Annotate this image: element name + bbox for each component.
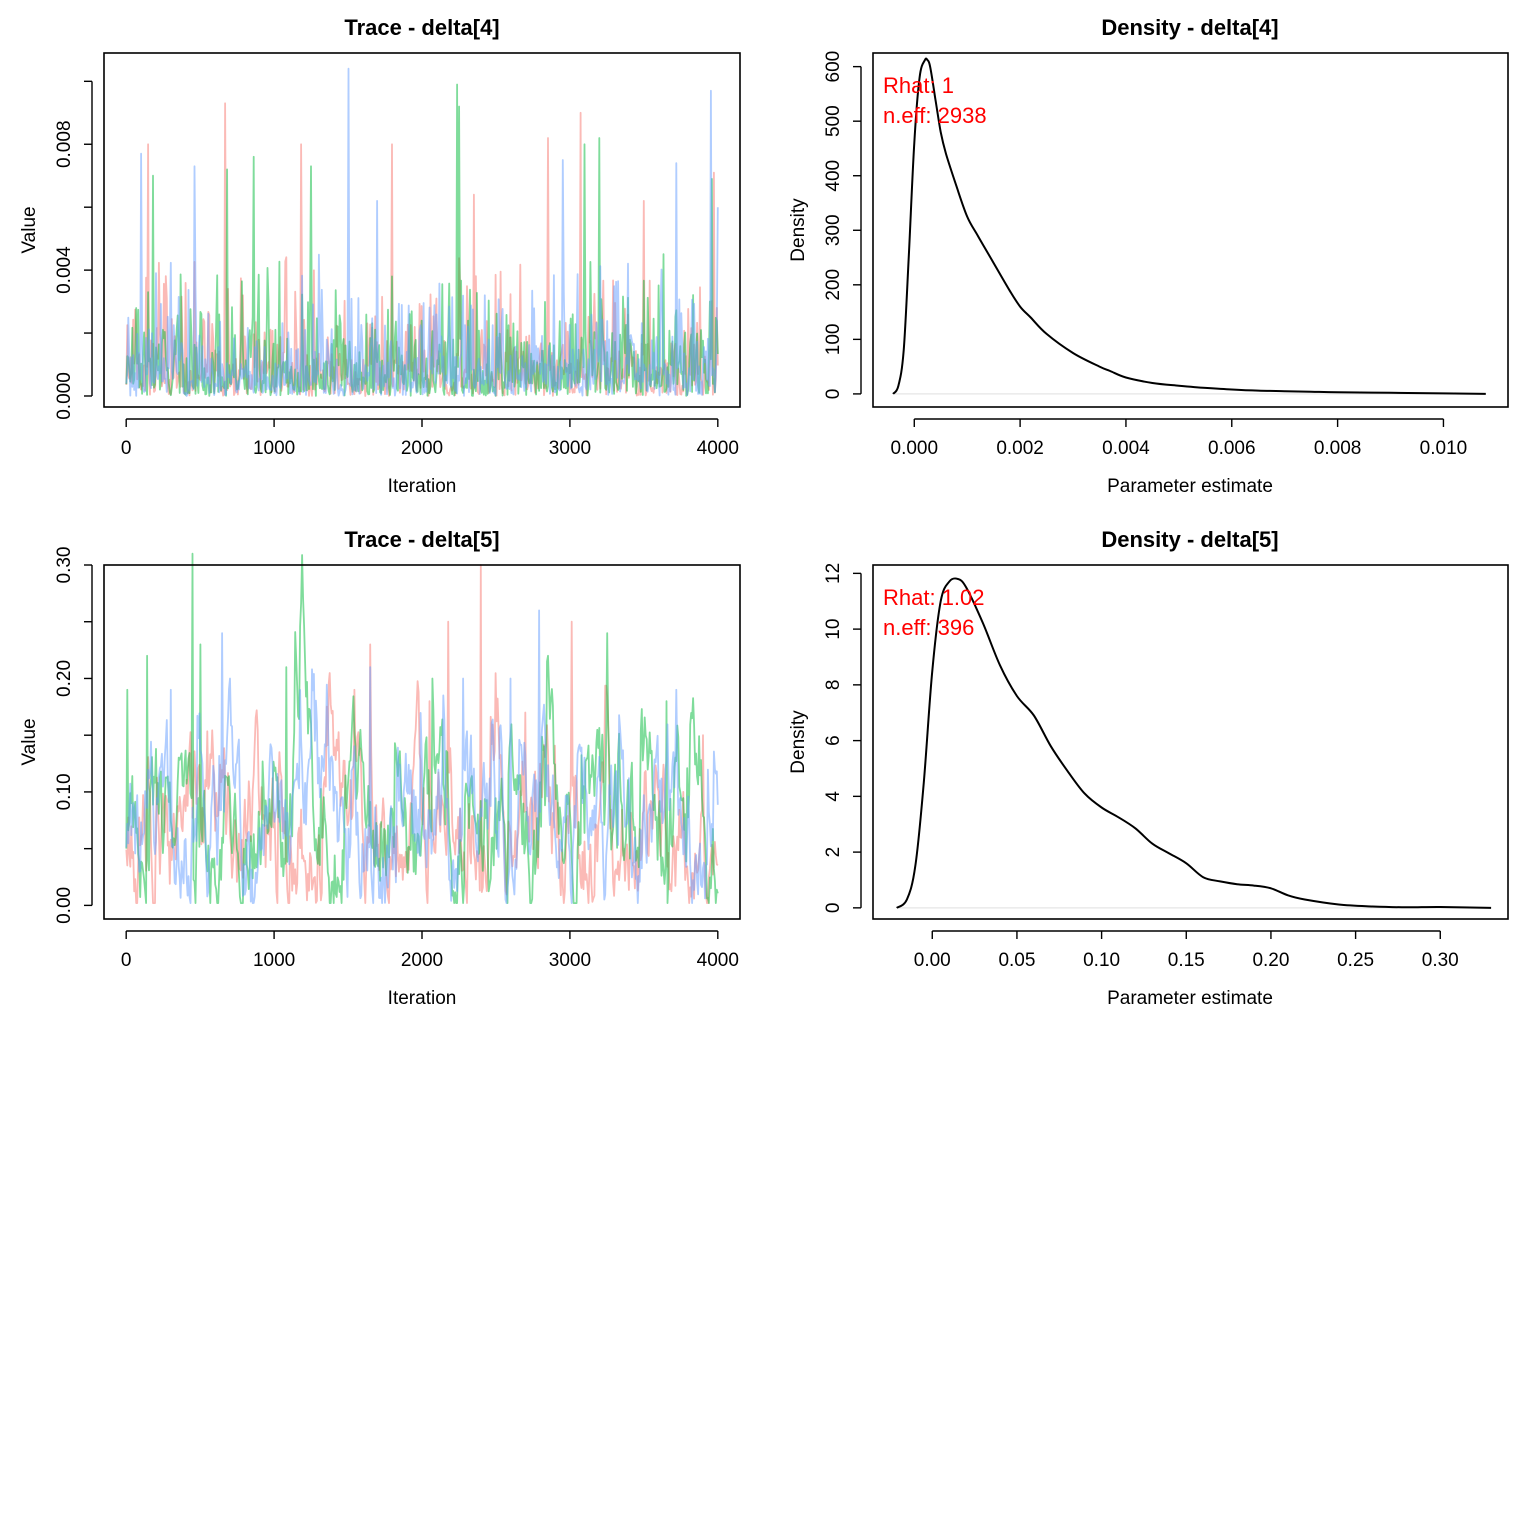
plot-frame [103, 52, 741, 408]
y-tick-label: 12 [823, 563, 844, 584]
x-tick-label: 0.25 [1337, 950, 1374, 971]
y-tick-label: 0.000 [54, 372, 75, 420]
x-tick-label: 0.05 [998, 950, 1035, 971]
plot-frame [872, 564, 1509, 920]
chart-title: Trace - delta[4] [344, 15, 499, 40]
y-tick-label: 0.20 [54, 660, 75, 697]
y-tick-label: 600 [823, 51, 844, 83]
trace-delta5-panel: Trace - delta[5] Iteration Value 0 1000 20… [19, 527, 741, 1009]
y-tick-label: 0.00 [54, 887, 75, 924]
y-axis-label: Density [788, 198, 809, 262]
density-curve [896, 577, 1492, 909]
y-axis-ticks: 0 100 200 300 400 500 600 [823, 51, 862, 400]
x-tick-label: 0.002 [996, 438, 1044, 459]
x-axis-ticks: 0.00 0.05 0.10 0.15 0.20 0.25 0.30 [914, 930, 1459, 971]
x-tick-label: 0.004 [1102, 438, 1150, 459]
chart-title: Density - delta[4] [1101, 15, 1278, 40]
density-delta4-panel: Density - delta[4] Parameter estimate De… [788, 15, 1509, 497]
x-tick-label: 0.00 [914, 950, 951, 971]
density-curve [892, 57, 1486, 395]
x-tick-label: 4000 [697, 438, 739, 459]
x-tick-label: 1000 [253, 438, 295, 459]
y-tick-label: 200 [823, 269, 844, 301]
chart-title: Density - delta[5] [1101, 527, 1278, 552]
y-axis-label: Value [19, 206, 40, 253]
x-tick-label: 0.000 [891, 438, 939, 459]
rhat-annotation: Rhat: 1 [883, 73, 954, 98]
x-tick-label: 3000 [549, 438, 591, 459]
y-axis-label: Value [19, 718, 40, 765]
y-tick-label: 0.10 [54, 773, 75, 810]
y-tick-label: 4 [823, 791, 844, 802]
y-axis-ticks: 0.000 0.004 0.008 [54, 80, 93, 420]
x-tick-label: 3000 [549, 950, 591, 971]
x-axis-ticks: 0 1000 2000 3000 4000 [121, 930, 739, 971]
y-axis-ticks: 0.00 0.10 0.20 0.30 [54, 547, 93, 924]
x-tick-label: 1000 [253, 950, 295, 971]
y-tick-label: 2 [823, 847, 844, 858]
y-axis-ticks: 0 2 4 6 8 10 12 [823, 563, 862, 914]
y-axis-label: Density [788, 710, 809, 774]
trace-delta5-plot-area [125, 552, 719, 904]
x-tick-label: 0.30 [1422, 950, 1459, 971]
trace-delta4-plot-area [125, 67, 719, 397]
density-delta4-plot-area [892, 57, 1486, 395]
x-tick-label: 2000 [401, 950, 443, 971]
density-delta5-plot-area [896, 577, 1492, 909]
x-axis-ticks: 0 1000 2000 3000 4000 [121, 418, 739, 459]
x-tick-label: 0.010 [1420, 438, 1468, 459]
x-axis-ticks: 0.000 0.002 0.004 0.006 0.008 0.010 [891, 418, 1468, 459]
y-tick-label: 10 [823, 619, 844, 640]
x-tick-label: 0.20 [1252, 950, 1289, 971]
x-axis-label: Iteration [388, 988, 457, 1009]
neff-annotation: n.eff: 396 [883, 615, 974, 640]
neff-annotation: n.eff: 2938 [883, 103, 987, 128]
y-tick-label: 0.008 [54, 120, 75, 168]
trace-line-chain-3 [125, 609, 719, 904]
y-tick-label: 0.004 [54, 246, 75, 294]
y-tick-label: 0 [823, 389, 844, 400]
plot-frame [103, 564, 741, 920]
rhat-annotation: Rhat: 1.02 [883, 585, 985, 610]
y-tick-label: 300 [823, 214, 844, 246]
x-tick-label: 0.008 [1314, 438, 1362, 459]
plot-frame [872, 52, 1509, 408]
x-axis-label: Parameter estimate [1107, 988, 1273, 1009]
x-tick-label: 0 [121, 438, 132, 459]
y-tick-label: 6 [823, 735, 844, 746]
chart-title: Trace - delta[5] [344, 527, 499, 552]
x-tick-label: 0 [121, 950, 132, 971]
y-tick-label: 500 [823, 105, 844, 137]
x-tick-label: 2000 [401, 438, 443, 459]
trace-delta4-panel: Trace - delta[4] Iteration Value 0 1000 20… [19, 15, 741, 497]
y-tick-label: 0.30 [54, 547, 75, 584]
y-tick-label: 0 [823, 903, 844, 914]
y-tick-label: 8 [823, 680, 844, 691]
x-tick-label: 0.006 [1208, 438, 1256, 459]
x-tick-label: 4000 [697, 950, 739, 971]
density-delta5-panel: Density - delta[5] Parameter estimate De… [788, 527, 1509, 1009]
y-tick-label: 100 [823, 324, 844, 356]
x-tick-label: 0.10 [1083, 950, 1120, 971]
trace-line-chain-3 [125, 67, 719, 397]
x-axis-label: Parameter estimate [1107, 476, 1273, 497]
x-tick-label: 0.15 [1168, 950, 1205, 971]
y-tick-label: 400 [823, 160, 844, 192]
x-axis-label: Iteration [388, 476, 457, 497]
